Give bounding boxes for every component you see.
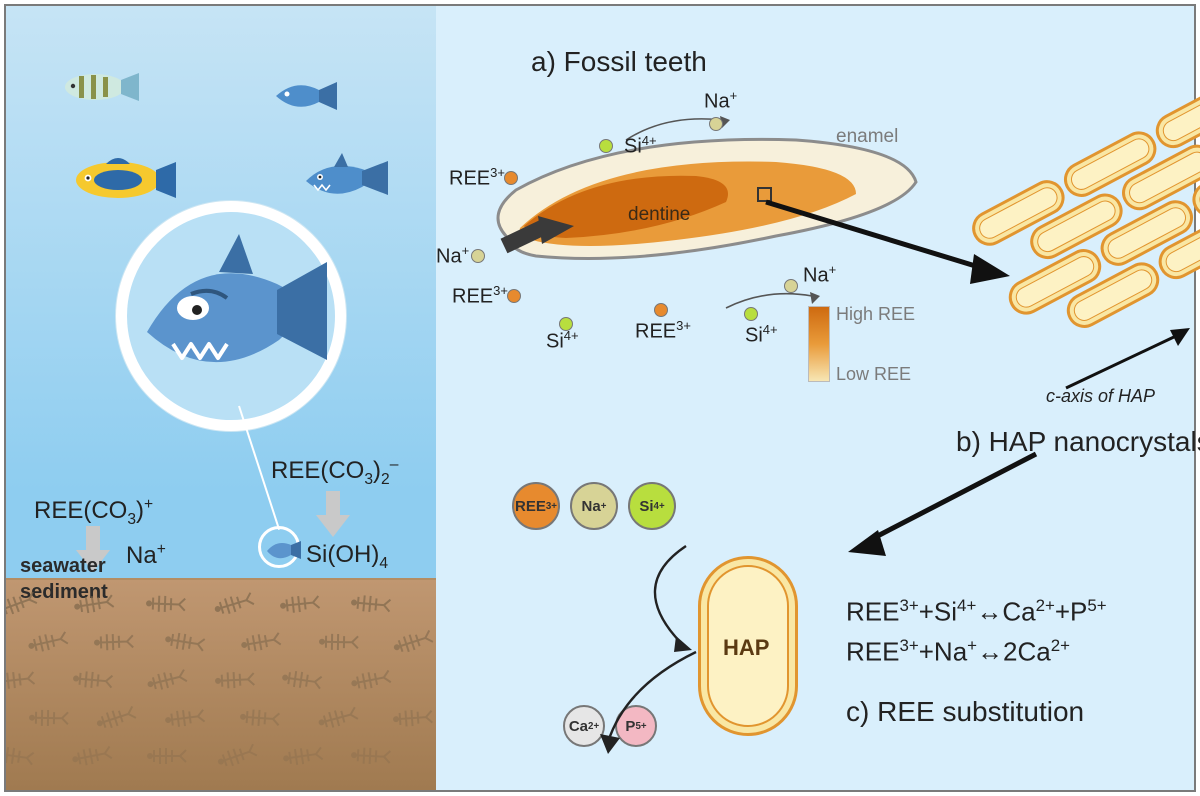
si-ion-big-icon: Si4+ [628,482,676,530]
dentine-label: dentine [628,204,690,226]
arrow-to-hap [836,446,1056,566]
fish-bone-icon [349,590,393,618]
ree-ion-label: REE3+ [635,318,691,344]
fish-bone-icon [71,666,115,694]
down-arrow-icon [316,491,350,541]
right-panel: a) Fossil teeth REE3+Si4+Na+Na+REE3+Si4+… [436,6,1194,790]
fish-bone-icon [318,630,360,655]
seawater-species: REE(CO3)2– [271,456,398,489]
curve-in-arrow [596,526,756,666]
fish-bone-icon [238,705,282,732]
na-ion-label: Na+ [704,88,737,114]
na-ion-big-icon: Na+ [570,482,618,530]
fish-bone-icon [278,590,322,618]
enamel-label: enamel [836,126,898,148]
na-ion-label: Na+ [436,243,469,269]
fish-blue-small [271,76,341,116]
fish-shark-small [298,151,393,206]
si-ion-label: Si4+ [546,328,579,354]
fish-bone-icon [93,629,136,654]
fish-bone-icon [350,743,393,769]
ree-ion-icon [504,171,518,185]
c-axis-label: c-axis of HAP [1046,386,1155,407]
equation-1: REE3++Si4+↔Ca2++P5+ [846,596,1107,628]
hap-nanocrystal [1150,76,1200,154]
seawater-species: Si(OH)4 [306,541,388,573]
si-ion-icon [744,307,758,321]
fish-bone-icon [145,591,188,616]
section-c-title: c) REE substitution [846,696,1084,728]
seawater-species: REE(CO3)+ [34,496,153,529]
na-ion-icon [709,117,723,131]
ree-ion-label: REE3+ [452,283,508,309]
fish-bone-icon [214,667,257,693]
fish-bone-icon [146,744,188,768]
ree-ion-icon [654,303,668,317]
fish-tiny [261,529,303,571]
curve-out-arrow [586,646,726,766]
seawater-species: Na+ [126,541,166,570]
section-a-title: a) Fossil teeth [531,46,707,78]
na-ion-icon [471,249,485,263]
magnifier-circle [116,201,346,431]
fish-bone-icon [28,706,70,731]
si-ion-icon [599,139,613,153]
seawater-label: seawater [20,555,106,578]
ree-legend-bar [808,306,830,382]
fish-striped [61,68,143,106]
fish-bone-icon [6,741,36,771]
ree-legend-low: Low REE [836,364,911,385]
equation-2: REE3++Na+↔2Ca2+ [846,636,1070,668]
ree-ion-label: REE3+ [449,165,505,191]
ree-legend-high: High REE [836,304,915,325]
fish-yellow [68,154,180,206]
fish-bone-icon [6,666,37,694]
fish-shark-big [127,212,335,420]
left-panel: REE(CO3)+Na+REE(CO3)2–Si(OH)4 seawater s… [6,6,436,790]
ree-ion-icon [507,289,521,303]
si-ion-label: Si4+ [624,133,657,159]
fish-bone-icon [163,704,208,733]
diagram-frame: REE(CO3)+Na+REE(CO3)2–Si(OH)4 seawater s… [4,4,1196,792]
fish-bone-icon [391,705,435,732]
si-ion-label: Si4+ [745,322,778,348]
magnifier-target [258,526,300,568]
ree-ion-big-icon: REE3+ [512,482,560,530]
